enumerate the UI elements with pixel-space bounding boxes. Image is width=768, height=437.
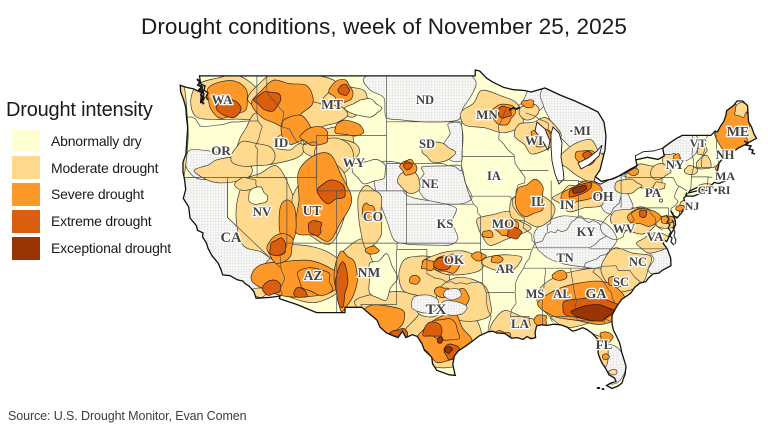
svg-text:MO: MO bbox=[492, 216, 514, 231]
svg-text:NH: NH bbox=[716, 148, 735, 162]
svg-text:NJ: NJ bbox=[685, 199, 700, 213]
svg-text:CA: CA bbox=[221, 230, 242, 246]
svg-text:SC: SC bbox=[613, 275, 629, 289]
svg-text:OH: OH bbox=[592, 189, 614, 204]
svg-text:MS: MS bbox=[526, 287, 545, 301]
svg-text:·MI: ·MI bbox=[569, 123, 591, 138]
svg-text:NV: NV bbox=[253, 204, 272, 219]
svg-text:NM: NM bbox=[358, 265, 381, 280]
svg-text:NC: NC bbox=[629, 255, 647, 269]
svg-text:WA: WA bbox=[212, 92, 234, 107]
svg-text:LA: LA bbox=[511, 316, 530, 331]
svg-text:CO: CO bbox=[363, 209, 383, 224]
svg-text:MT: MT bbox=[321, 97, 343, 112]
svg-text:AZ: AZ bbox=[304, 268, 323, 283]
svg-text:WY: WY bbox=[343, 155, 366, 170]
svg-text:WI: WI bbox=[525, 133, 543, 148]
svg-text:VT: VT bbox=[690, 136, 707, 150]
svg-text:AL: AL bbox=[553, 286, 571, 301]
svg-text:UT: UT bbox=[303, 203, 322, 218]
svg-text:FL: FL bbox=[596, 337, 613, 352]
svg-text:OR: OR bbox=[211, 143, 231, 158]
svg-text:AR: AR bbox=[496, 262, 515, 276]
svg-text:KY: KY bbox=[577, 225, 596, 239]
svg-text:VA: VA bbox=[646, 229, 664, 244]
svg-text:KS: KS bbox=[437, 217, 454, 231]
svg-text:OK: OK bbox=[444, 252, 465, 267]
svg-text:NE: NE bbox=[421, 177, 438, 191]
svg-text:ID: ID bbox=[274, 135, 288, 150]
svg-text:IA: IA bbox=[487, 169, 501, 183]
svg-text:TX: TX bbox=[426, 302, 447, 318]
svg-text:CT•RI: CT•RI bbox=[698, 185, 731, 197]
svg-text:SD: SD bbox=[419, 137, 435, 151]
svg-text:GA: GA bbox=[586, 287, 608, 302]
svg-text:IN: IN bbox=[560, 197, 575, 212]
svg-text:ME: ME bbox=[727, 125, 750, 140]
svg-text:WV: WV bbox=[613, 221, 636, 236]
svg-text:MA: MA bbox=[715, 169, 735, 183]
svg-text:PA: PA bbox=[645, 185, 662, 200]
svg-text:NY: NY bbox=[666, 157, 685, 172]
svg-text:IL: IL bbox=[531, 194, 545, 209]
svg-text:ND: ND bbox=[416, 93, 434, 107]
svg-text:MN: MN bbox=[476, 107, 498, 122]
svg-text:TN: TN bbox=[556, 251, 573, 265]
